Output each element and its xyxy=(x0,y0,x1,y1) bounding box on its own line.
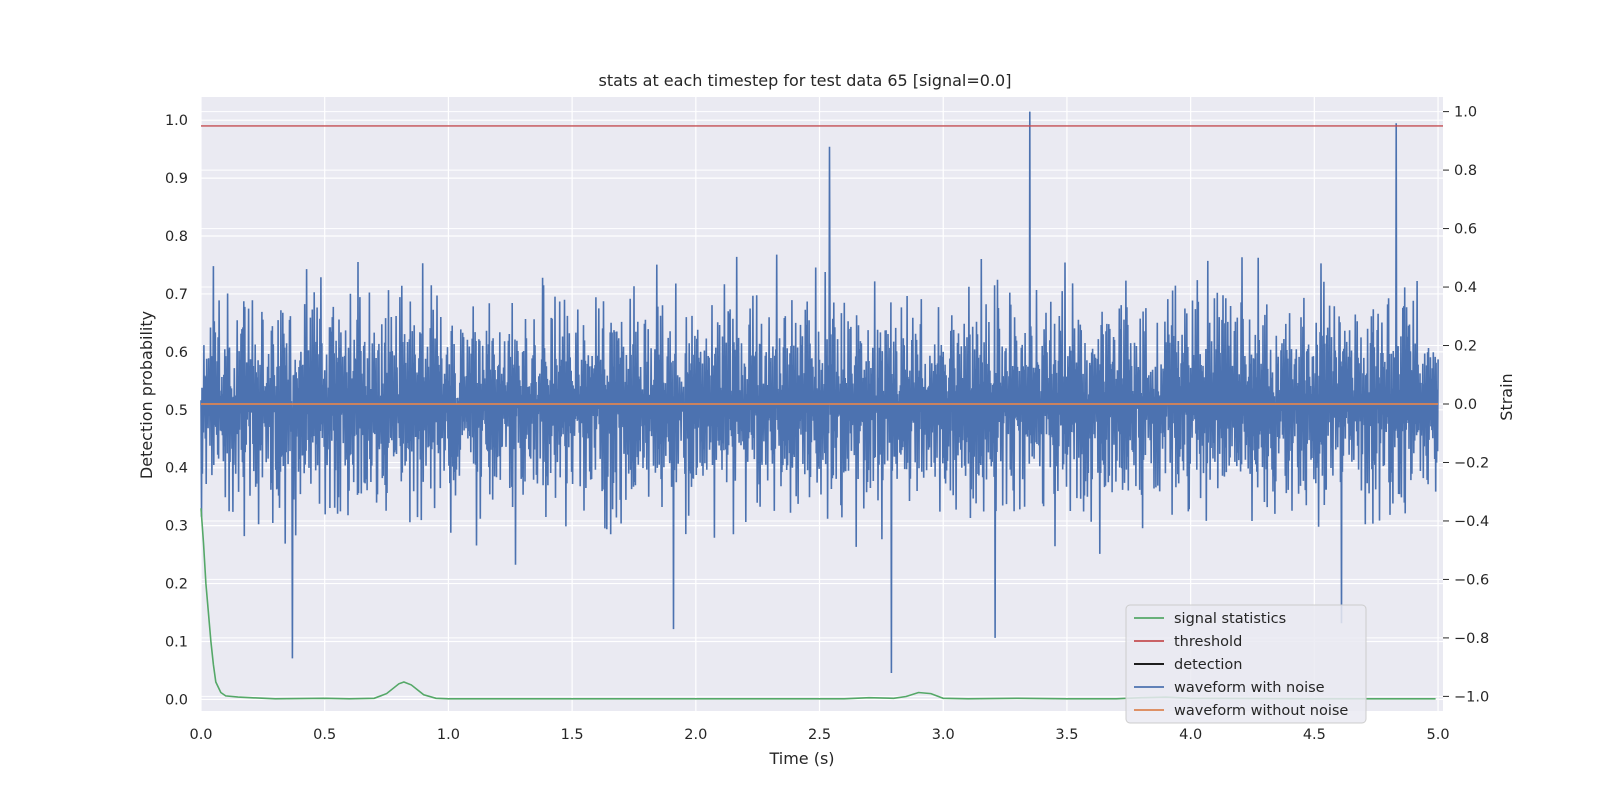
x-tick-label: 1.5 xyxy=(561,727,584,743)
series-layer xyxy=(200,111,1443,700)
chart-title: stats at each timestep for test data 65 … xyxy=(599,71,1012,90)
y2-tick-label: 0.8 xyxy=(1454,163,1477,179)
x-tick-label: 5.0 xyxy=(1427,727,1450,743)
x-tick-label: 3.0 xyxy=(932,727,955,743)
x-tick-label: 3.5 xyxy=(1055,727,1078,743)
series-signal-statistics xyxy=(200,508,1436,700)
y-tick-label: 0.4 xyxy=(165,461,188,477)
y2-tick-label: 1.0 xyxy=(1454,105,1477,121)
y2-axis-label: Strain xyxy=(1497,373,1516,420)
y-tick-label: 0.0 xyxy=(165,692,188,708)
y-tick-label: 0.1 xyxy=(165,634,188,650)
x-tick-label: 4.0 xyxy=(1179,727,1202,743)
y2-tick-label: −0.6 xyxy=(1454,572,1489,588)
y2-tick-label: −0.8 xyxy=(1454,631,1489,647)
right-axis: −1.0 −0.8 −0.6 −0.4 −0.2 0.0 0.2 0.4 0.6 0.8 1.0 xyxy=(1443,105,1489,705)
x-tick-label: 1.0 xyxy=(437,727,460,743)
y2-tick-label: −0.4 xyxy=(1454,514,1489,530)
y2-tick-label: 0.2 xyxy=(1454,339,1477,355)
y-tick-label: 0.6 xyxy=(165,345,188,361)
y2-tick-label: −0.2 xyxy=(1454,455,1489,471)
y-tick-label: 0.2 xyxy=(165,577,188,593)
left-axis: 0.0 0.1 0.2 0.3 0.4 0.5 0.6 0.7 0.8 0.9 1.0 xyxy=(165,113,188,708)
y-tick-label: 0.7 xyxy=(165,287,188,303)
x-tick-label: 2.5 xyxy=(808,727,831,743)
y-tick-label: 1.0 xyxy=(165,113,188,129)
y-axis-label: Detection probability xyxy=(137,311,156,479)
legend: signal statistics threshold detection wavef… xyxy=(1125,604,1367,724)
legend-label: waveform with noise xyxy=(1174,680,1325,696)
legend-label: detection xyxy=(1174,657,1242,673)
y2-tick-label: 0.6 xyxy=(1454,222,1477,238)
y-tick-label: 0.3 xyxy=(165,519,188,535)
legend-label: signal statistics xyxy=(1174,611,1286,627)
y-tick-label: 0.9 xyxy=(165,171,188,187)
y-tick-label: 0.5 xyxy=(165,403,188,419)
legend-label: waveform without noise xyxy=(1174,703,1348,719)
x-tick-label: 0.5 xyxy=(313,727,336,743)
legend-box xyxy=(1125,604,1367,724)
series-waveform-with-noise xyxy=(200,111,1439,674)
x-axis-label: Time (s) xyxy=(768,749,834,768)
bottom-axis: 0.0 0.5 1.0 1.5 2.0 2.5 3.0 3.5 4.0 4.5 5.0 xyxy=(189,727,1449,743)
x-tick-label: 2.0 xyxy=(684,727,707,743)
y2-tick-label: 0.0 xyxy=(1454,397,1477,413)
x-tick-label: 4.5 xyxy=(1303,727,1326,743)
x-tick-label: 0.0 xyxy=(189,727,212,743)
y2-tick-label: 0.4 xyxy=(1454,280,1477,296)
y-tick-label: 0.8 xyxy=(165,229,188,245)
legend-label: threshold xyxy=(1174,634,1242,650)
y2-tick-label: −1.0 xyxy=(1454,689,1489,705)
